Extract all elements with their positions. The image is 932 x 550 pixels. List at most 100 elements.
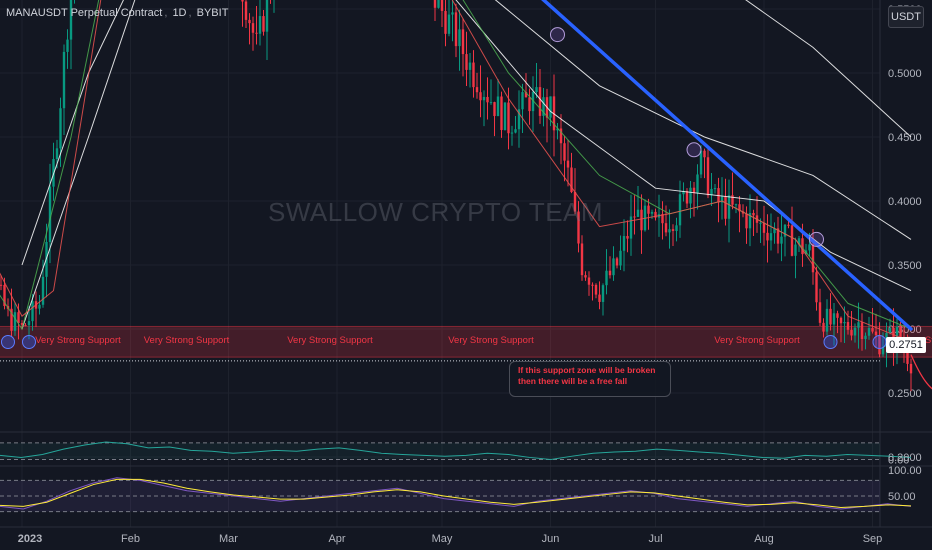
candle-body [699,150,703,175]
candle-body [566,160,570,168]
trendline-touch-marker [550,27,565,43]
candle-body [685,191,689,204]
candle-body [594,284,598,295]
candle-body [780,236,783,244]
x-tick-label: Sep [863,533,883,545]
candle-body [486,96,489,103]
candle-body [458,29,461,47]
candle-body [475,87,479,93]
candle-body [55,148,59,160]
candle-body [650,211,654,214]
candle-body [846,322,850,330]
candle-body [738,204,741,212]
candle-body [734,204,738,206]
candle-body [839,317,843,324]
candle-body [766,232,769,241]
x-tick-label: 2023 [18,533,42,545]
candle-body [822,322,825,332]
candle-body [790,225,794,256]
candle-body [41,276,45,305]
candle-body [265,0,269,32]
candle-body [909,363,913,374]
candle-body [832,313,836,325]
candle-body [587,277,591,285]
candle-body [563,143,566,161]
support-touch-marker [872,335,887,349]
trendline [541,0,913,331]
candle-body [69,0,73,40]
candle-body [59,108,62,149]
candle-body [24,324,27,326]
interval-label[interactable]: 1D [172,7,187,19]
moving-average-line [21,0,912,266]
candle-body [524,92,528,98]
candle-body [671,229,675,231]
candle-body [454,12,458,47]
candle-body [559,128,563,144]
candle-body [888,327,892,333]
candle-body [899,326,902,343]
candle-body [542,97,545,116]
x-tick-label: May [432,533,453,545]
candle-body [864,335,867,340]
currency-button[interactable]: USDT [888,6,924,28]
candle-body [724,196,727,219]
candle-body [843,322,846,324]
rsi-line [0,441,912,461]
candle-body [48,186,52,242]
candle-body [444,10,447,34]
candle-body [517,109,521,130]
candle-body [619,250,622,266]
candle-body [507,102,510,134]
candle-body [17,312,20,324]
candle-body [692,187,696,193]
annotation-callout: If this support zone will be broken then… [509,361,671,397]
candle-body [244,1,248,20]
trendline-touch-marker [809,231,824,247]
candle-body [10,308,13,331]
candle-body [521,92,524,110]
stoch-k-line [0,477,912,510]
support-zone [0,325,932,358]
candle-body [703,150,706,158]
candle-body [906,350,909,364]
stoch-d-line [0,478,912,508]
grid [0,0,880,527]
candles [0,0,913,392]
support-label: Very Strong Support [35,335,121,346]
candle-body [850,329,853,336]
candle-body [867,328,871,336]
candle-body [696,174,699,193]
candle-body [836,313,839,318]
candle-body [794,244,797,256]
x-tick-label: Mar [219,533,238,545]
exchange-label: BYBIT [196,7,229,19]
candle-body [752,212,755,216]
candle-body [727,195,731,219]
candle-body [510,132,514,134]
candle-body [503,102,507,131]
candle-body [3,284,6,307]
x-tick-label: Jun [542,533,560,545]
candle-body [612,258,615,276]
symbol-name[interactable]: MANAUSDT Perpetual Contract [6,7,163,19]
candle-body [262,16,265,32]
candle-body [601,285,605,302]
candle-body [871,328,874,332]
candle-body [710,188,713,196]
support-touch-marker [1,335,15,349]
candle-body [451,12,454,15]
candle-body [479,92,482,101]
candle-body [433,0,437,8]
candle-body [66,39,69,52]
candle-body [857,322,860,328]
candle-body [783,224,787,237]
rsi-tick-label: 0.00 [888,455,909,467]
candle-body [668,229,671,233]
candle-body [251,23,255,33]
candle-body [881,346,885,355]
candle-body [493,102,496,117]
candle-body [538,87,542,116]
candle-body [818,302,822,323]
